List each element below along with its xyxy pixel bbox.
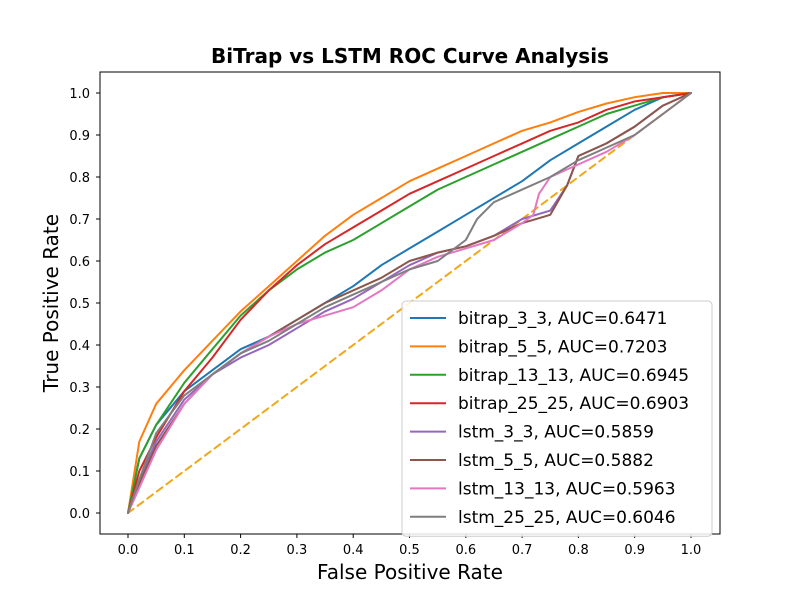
legend-entry: lstm_25_25, AUC=0.6046 — [458, 508, 676, 528]
legend-entry: bitrap_13_13, AUC=0.6945 — [458, 366, 689, 386]
x-tick-label: 0.5 — [399, 543, 420, 558]
x-tick-label: 0.1 — [174, 543, 195, 558]
series-line-7 — [127, 92, 692, 514]
x-axis: 0.0 0.1 0.2 0.3 0.4 0.5 0.6 0.7 0.8 0.9 1.0 — [118, 534, 702, 558]
x-axis-title: False Positive Rate — [317, 560, 503, 584]
legend-entry: lstm_13_13, AUC=0.5963 — [458, 479, 676, 499]
y-tick-label: 0.9 — [69, 129, 90, 144]
series-line-4 — [127, 92, 692, 514]
y-tick-label: 0.4 — [69, 339, 90, 354]
x-tick-label: 0.6 — [455, 543, 476, 558]
series-line-3 — [127, 92, 692, 514]
legend-entry: lstm_5_5, AUC=0.5882 — [458, 451, 654, 471]
y-axis: 0.0 0.1 0.2 0.3 0.4 0.5 0.6 0.7 0.8 0.9 1.0 — [69, 87, 100, 522]
y-tick-label: 0.6 — [69, 255, 90, 270]
series-line-2 — [127, 92, 692, 514]
y-tick-label: 0.1 — [69, 465, 90, 480]
y-tick-label: 0.2 — [69, 423, 90, 438]
y-tick-label: 0.7 — [69, 213, 90, 228]
y-axis-title: True Positive Rate — [39, 214, 63, 393]
x-tick-label: 0.7 — [512, 543, 533, 558]
legend-entry: lstm_3_3, AUC=0.5859 — [458, 423, 654, 443]
x-tick-label: 0.4 — [343, 543, 364, 558]
y-tick-label: 0.8 — [69, 171, 90, 186]
x-tick-label: 0.2 — [230, 543, 251, 558]
y-tick-label: 0.0 — [69, 507, 90, 522]
series-line-1 — [127, 92, 692, 514]
y-tick-label: 1.0 — [69, 87, 90, 102]
x-tick-label: 0.0 — [118, 543, 139, 558]
x-tick-label: 0.8 — [568, 543, 589, 558]
legend-entry: bitrap_5_5, AUC=0.7203 — [458, 337, 668, 357]
x-tick-label: 0.9 — [624, 543, 645, 558]
x-tick-label: 0.3 — [287, 543, 308, 558]
y-tick-label: 0.3 — [69, 381, 90, 396]
chart-title: BiTrap vs LSTM ROC Curve Analysis — [211, 44, 609, 68]
series-line-8 — [127, 92, 692, 514]
x-tick-label: 1.0 — [681, 543, 702, 558]
legend-entry: bitrap_3_3, AUC=0.6471 — [458, 309, 668, 329]
legend: bitrap_3_3, AUC=0.6471 bitrap_5_5, AUC=0.… — [401, 300, 713, 537]
y-tick-label: 0.5 — [69, 297, 90, 312]
legend-box — [401, 300, 713, 537]
legend-entry: bitrap_25_25, AUC=0.6903 — [458, 394, 689, 414]
